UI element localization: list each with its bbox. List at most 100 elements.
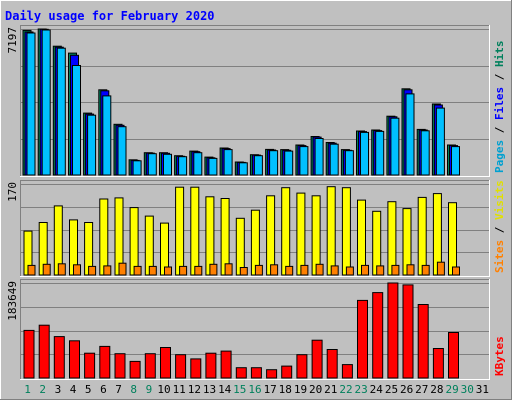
legend-separator: / (493, 67, 506, 87)
chart-panels: 7197 Pages / Files / Hits 170 Sites / Visit… (6, 25, 506, 380)
bar-visits-day-23 (357, 199, 366, 276)
x-tick-label-day-2: 2 (39, 383, 46, 396)
bar-pages-day-22 (344, 150, 354, 176)
bar-visits-day-8 (129, 207, 139, 276)
bar-pages-day-17 (269, 150, 279, 176)
bar-kbytes-day-7 (114, 353, 126, 379)
x-tick-label-day-12: 12 (188, 383, 201, 396)
legend-middle-text: Sites / Visits (493, 180, 506, 273)
bar-pages-day-7 (117, 126, 127, 176)
bar-kbytes-day-1 (23, 329, 35, 379)
bar-pages-day-12 (193, 152, 203, 176)
bar-kbytes-day-5 (84, 352, 96, 379)
bar-kbytes-day-20 (311, 339, 323, 379)
x-tick-label-day-17: 17 (264, 383, 277, 396)
bar-visits-day-22 (341, 187, 351, 276)
bar-pages-day-2 (41, 29, 51, 176)
bar-kbytes-day-9 (144, 353, 156, 379)
bar-visits-day-11 (175, 186, 185, 276)
legend-visits: Visits (493, 180, 506, 220)
bar-pages-day-23 (360, 131, 369, 176)
panel-bottom-max-label: 183649 (6, 281, 19, 321)
bar-kbytes-day-22 (341, 364, 353, 379)
bar-sites-day-16 (254, 264, 263, 276)
x-tick-label-day-3: 3 (55, 383, 62, 396)
bar-sites-day-17 (270, 264, 279, 276)
bar-pages-day-10 (163, 153, 172, 176)
x-tick-label-day-4: 4 (70, 383, 77, 396)
bar-pages-day-4 (72, 65, 81, 176)
x-tick-label-day-20: 20 (309, 383, 322, 396)
chart-title: Daily usage for February 2020 (5, 9, 215, 23)
x-tick-label-day-26: 26 (400, 383, 413, 396)
bar-kbytes-day-13 (205, 352, 217, 379)
legend-files: Files (493, 87, 506, 120)
x-tick-label-day-23: 23 (354, 383, 367, 396)
bar-pages-day-14 (223, 149, 233, 176)
panel-middle: 170 Sites / Visits (6, 180, 506, 277)
bar-pages-day-15 (238, 162, 248, 176)
bar-kbytes-day-19 (296, 354, 308, 379)
x-tick-label-day-7: 7 (115, 383, 122, 396)
bar-sites-day-25 (391, 264, 400, 276)
legend-separator: / (493, 120, 506, 140)
panel-middle-max-label: 170 (6, 182, 19, 202)
bar-pages-day-9 (147, 153, 157, 176)
bar-sites-day-27 (421, 264, 430, 276)
bar-kbytes-day-21 (326, 349, 338, 379)
panel-top-max-label: 7197 (6, 27, 19, 54)
bar-sites-day-26 (406, 264, 415, 276)
bar-pages-day-28 (435, 107, 445, 176)
bar-sites-day-15 (239, 267, 248, 276)
bar-sites-day-24 (376, 265, 385, 276)
legend-top-text: Pages / Files / Hits (493, 41, 506, 174)
x-tick-label-day-5: 5 (85, 383, 92, 396)
bar-kbytes-day-17 (266, 369, 278, 379)
x-tick-label-day-27: 27 (415, 383, 428, 396)
bar-sites-day-1 (27, 264, 36, 276)
x-tick-label-day-11: 11 (173, 383, 186, 396)
bar-pages-day-6 (102, 95, 112, 176)
bar-visits-day-29 (448, 202, 457, 276)
bar-pages-day-25 (390, 117, 400, 176)
bar-kbytes-day-2 (38, 324, 50, 379)
bar-pages-day-1 (26, 32, 36, 176)
legend-top: Pages / Files / Hits (493, 41, 506, 174)
bar-sites-day-2 (42, 263, 51, 276)
bar-kbytes-day-15 (235, 367, 247, 379)
x-tick-label-day-15: 15 (233, 383, 246, 396)
bar-kbytes-day-8 (129, 360, 141, 379)
legend-hits: Hits (493, 41, 506, 68)
legend-bottom: KBytes (493, 336, 506, 376)
bar-pages-day-11 (178, 156, 188, 176)
panel-top: 7197 Pages / Files / Hits (6, 25, 506, 177)
legend-sites: Sites (493, 240, 506, 273)
x-tick-label-day-21: 21 (324, 383, 337, 396)
legend-separator: / (493, 220, 506, 240)
legend-kbytes: KBytes (493, 336, 506, 376)
x-tick-label-day-10: 10 (157, 383, 170, 396)
x-tick-label-day-1: 1 (24, 383, 31, 396)
panel-bottom: 183649 KBytes (6, 279, 506, 380)
bar-kbytes-day-6 (99, 345, 111, 379)
bar-visits-day-6 (99, 198, 109, 276)
x-tick-label-day-13: 13 (203, 383, 216, 396)
x-tick-label-day-6: 6 (100, 383, 107, 396)
bar-sites-day-29 (452, 266, 460, 276)
bar-sites-day-11 (179, 265, 188, 276)
bar-pages-day-3 (56, 47, 66, 176)
bar-pages-day-16 (253, 155, 263, 176)
bar-visits-day-19 (296, 192, 306, 276)
x-tick-label-day-29: 29 (445, 383, 458, 396)
x-tick-label-day-28: 28 (430, 383, 443, 396)
bar-pages-day-8 (132, 160, 142, 176)
bar-kbytes-day-10 (160, 347, 171, 379)
bar-pages-day-26 (405, 93, 415, 176)
bar-sites-day-7 (118, 262, 127, 276)
bar-sites-day-10 (164, 266, 172, 276)
x-tick-label-day-22: 22 (339, 383, 352, 396)
x-tick-label-day-31: 31 (476, 383, 489, 396)
x-tick-label-day-8: 8 (130, 383, 137, 396)
bar-pages-day-19 (299, 146, 309, 176)
